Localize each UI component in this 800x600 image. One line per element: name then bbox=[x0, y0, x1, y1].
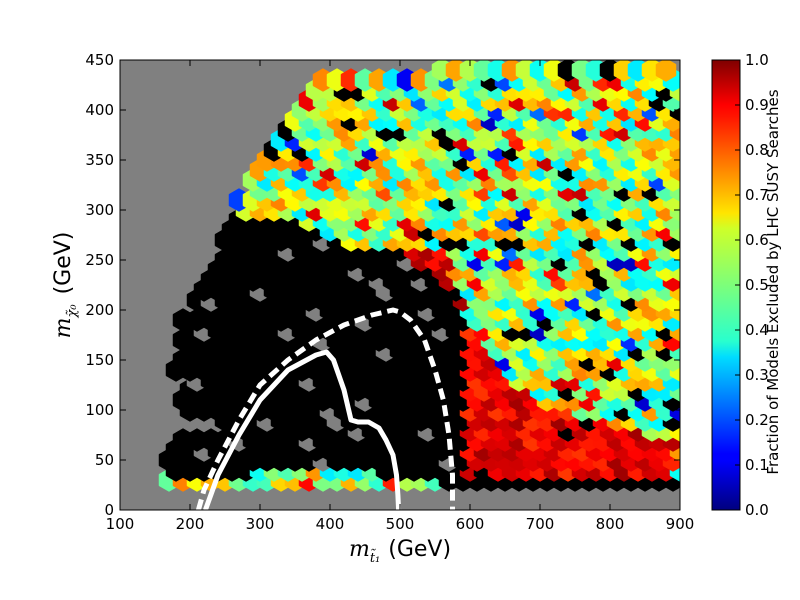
x-tick-label: 600 bbox=[456, 515, 485, 533]
dashed-exclusion-curve bbox=[195, 307, 455, 510]
y-tick-label: 0 bbox=[104, 501, 114, 519]
exclusion-curves bbox=[195, 307, 455, 510]
x-tick-label: 500 bbox=[386, 515, 415, 533]
x-axis-ticks: 100 200 300 400 500 600 700 800 900 bbox=[106, 60, 695, 533]
x-tick-label: 200 bbox=[176, 515, 205, 533]
y-tick-label: 250 bbox=[85, 251, 114, 269]
colorbar-tick-label: 0.9 bbox=[745, 96, 769, 114]
colorbar-tick-label: 0.0 bbox=[745, 501, 769, 519]
colorbar-tick-label: 0.5 bbox=[745, 276, 769, 294]
colorbar-label: Fraction of Models Excluded by LHC SUSY … bbox=[764, 89, 782, 474]
colorbar-tick-label: 1.0 bbox=[745, 51, 769, 69]
colorbar-tick-label: 0.8 bbox=[745, 141, 769, 159]
colorbar-tick-label: 0.1 bbox=[745, 456, 769, 474]
x-tick-label: 900 bbox=[666, 515, 695, 533]
colorbar-ticks: 0.0 0.1 0.2 0.3 0.4 0.5 0.6 0.7 0.8 0.9 1.0 bbox=[735, 51, 769, 519]
y-tick-label: 300 bbox=[85, 201, 114, 219]
y-tick-label: 150 bbox=[85, 351, 114, 369]
hexbin-cells bbox=[158, 60, 680, 492]
y-tick-label: 200 bbox=[85, 301, 114, 319]
colorbar-tick-label: 0.4 bbox=[745, 321, 769, 339]
x-tick-label: 800 bbox=[596, 515, 625, 533]
x-tick-label: 300 bbox=[246, 515, 275, 533]
hexbin-cell bbox=[655, 60, 677, 82]
x-tick-label: 100 bbox=[106, 515, 135, 533]
x-axis-label: mt̃₁ (GeV) bbox=[349, 537, 451, 566]
y-axis-ticks: 0 50 100 150 200 250 300 350 400 450 bbox=[85, 51, 680, 519]
colorbar-tick-label: 0.7 bbox=[745, 186, 769, 204]
colorbar-tick-label: 0.6 bbox=[745, 231, 769, 249]
y-tick-label: 50 bbox=[95, 451, 114, 469]
y-tick-label: 100 bbox=[85, 401, 114, 419]
colorbar-tick-label: 0.3 bbox=[745, 366, 769, 384]
x-tick-label: 700 bbox=[526, 515, 555, 533]
solid-exclusion-curve bbox=[203, 349, 402, 510]
y-tick-label: 400 bbox=[85, 101, 114, 119]
y-tick-label: 450 bbox=[85, 51, 114, 69]
x-tick-label: 400 bbox=[316, 515, 345, 533]
colorbar-tick-label: 0.2 bbox=[745, 411, 769, 429]
y-axis-label: mχ̃₀(GeV) bbox=[51, 232, 80, 339]
y-tick-label: 350 bbox=[85, 151, 114, 169]
